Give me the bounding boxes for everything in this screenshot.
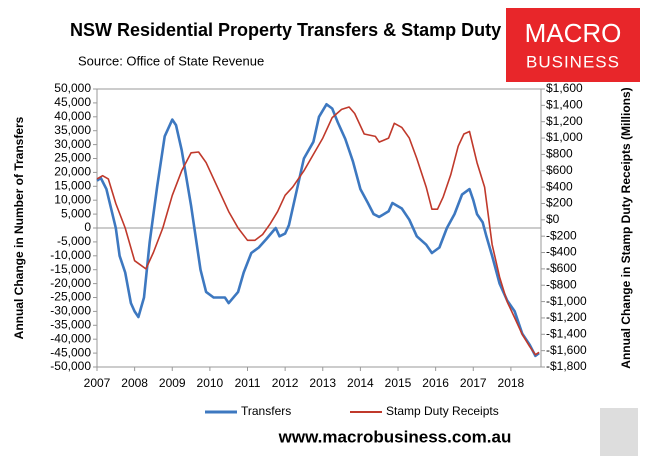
legend-label: Stamp Duty Receipts <box>386 404 499 418</box>
y2-tick-label: -$600 <box>546 261 577 275</box>
logo-text: BUSINESS <box>526 52 620 71</box>
x-tick-label: 2018 <box>498 376 525 390</box>
y2-tick-label: $1,200 <box>546 114 583 128</box>
y-tick-label: -50,000 <box>50 359 91 373</box>
y2-tick-label: -$1,600 <box>546 343 587 357</box>
y-axis-label: Annual Change in Number of Transfers <box>12 116 26 339</box>
y2-tick-label: -$400 <box>546 245 577 259</box>
logo-text: MACRO <box>525 18 622 48</box>
y2-tick-label: -$800 <box>546 277 577 291</box>
y-tick-label: -30,000 <box>50 304 91 318</box>
y-tick-label: 50,000 <box>54 81 91 95</box>
x-tick-label: 2015 <box>385 376 412 390</box>
y-tick-label: 45,000 <box>54 95 91 109</box>
y-tick-label: -20,000 <box>50 276 91 290</box>
y2-tick-label: -$1,800 <box>546 359 587 373</box>
y2-tick-label: -$1,200 <box>546 310 587 324</box>
x-tick-label: 2007 <box>84 376 111 390</box>
x-tick-label: 2010 <box>197 376 224 390</box>
y2-tick-label: $200 <box>546 196 573 210</box>
y2-tick-label: -$1,400 <box>546 326 587 340</box>
y-tick-label: 10,000 <box>54 192 91 206</box>
chart-title: NSW Residential Property Transfers & Sta… <box>70 20 501 40</box>
x-tick-label: 2014 <box>347 376 374 390</box>
y-tick-label: -35,000 <box>50 317 91 331</box>
y2-tick-label: $1,600 <box>546 81 583 95</box>
y2-tick-label: $1,400 <box>546 98 583 112</box>
y2-tick-label: $800 <box>546 147 573 161</box>
series-line <box>96 103 540 358</box>
y-tick-label: 0 <box>84 220 91 234</box>
wolf-icon <box>600 408 638 456</box>
x-tick-label: 2011 <box>235 376 261 390</box>
y-tick-label: 40,000 <box>54 109 91 123</box>
x-tick-label: 2009 <box>159 376 186 390</box>
y-tick-label: 35,000 <box>54 123 91 137</box>
y-tick-label: 15,000 <box>54 178 91 192</box>
legend-label: Transfers <box>241 404 291 418</box>
y-tick-label: -10,000 <box>50 248 91 262</box>
x-tick-label: 2012 <box>272 376 299 390</box>
y2-tick-label: $600 <box>546 163 573 177</box>
website: www.macrobusiness.com.au <box>278 427 512 446</box>
y-tick-label: 30,000 <box>54 137 91 151</box>
logo-box <box>506 8 640 82</box>
y2-tick-label: -$200 <box>546 228 577 242</box>
x-tick-label: 2013 <box>309 376 336 390</box>
y-tick-label: -40,000 <box>50 331 91 345</box>
y2-tick-label: $0 <box>546 212 560 226</box>
y-tick-label: 5,000 <box>61 206 91 220</box>
y-tick-label: -15,000 <box>50 262 91 276</box>
x-tick-label: 2017 <box>460 376 487 390</box>
y-tick-label: -5,000 <box>57 234 91 248</box>
y-tick-label: -25,000 <box>50 290 91 304</box>
series-line <box>96 106 540 356</box>
y-tick-label: 25,000 <box>54 151 91 165</box>
x-tick-label: 2016 <box>422 376 449 390</box>
y2-tick-label: $1,000 <box>546 130 583 144</box>
x-tick-label: 2008 <box>121 376 148 390</box>
y-tick-label: 20,000 <box>54 165 91 179</box>
y2-tick-label: -$1,000 <box>546 294 587 308</box>
y-tick-label: -45,000 <box>50 345 91 359</box>
chart-subtitle: Source: Office of State Revenue <box>78 53 264 68</box>
y2-axis-label: Annual Change in Stamp Duty Receipts (Mi… <box>619 87 633 368</box>
y2-tick-label: $400 <box>546 179 573 193</box>
